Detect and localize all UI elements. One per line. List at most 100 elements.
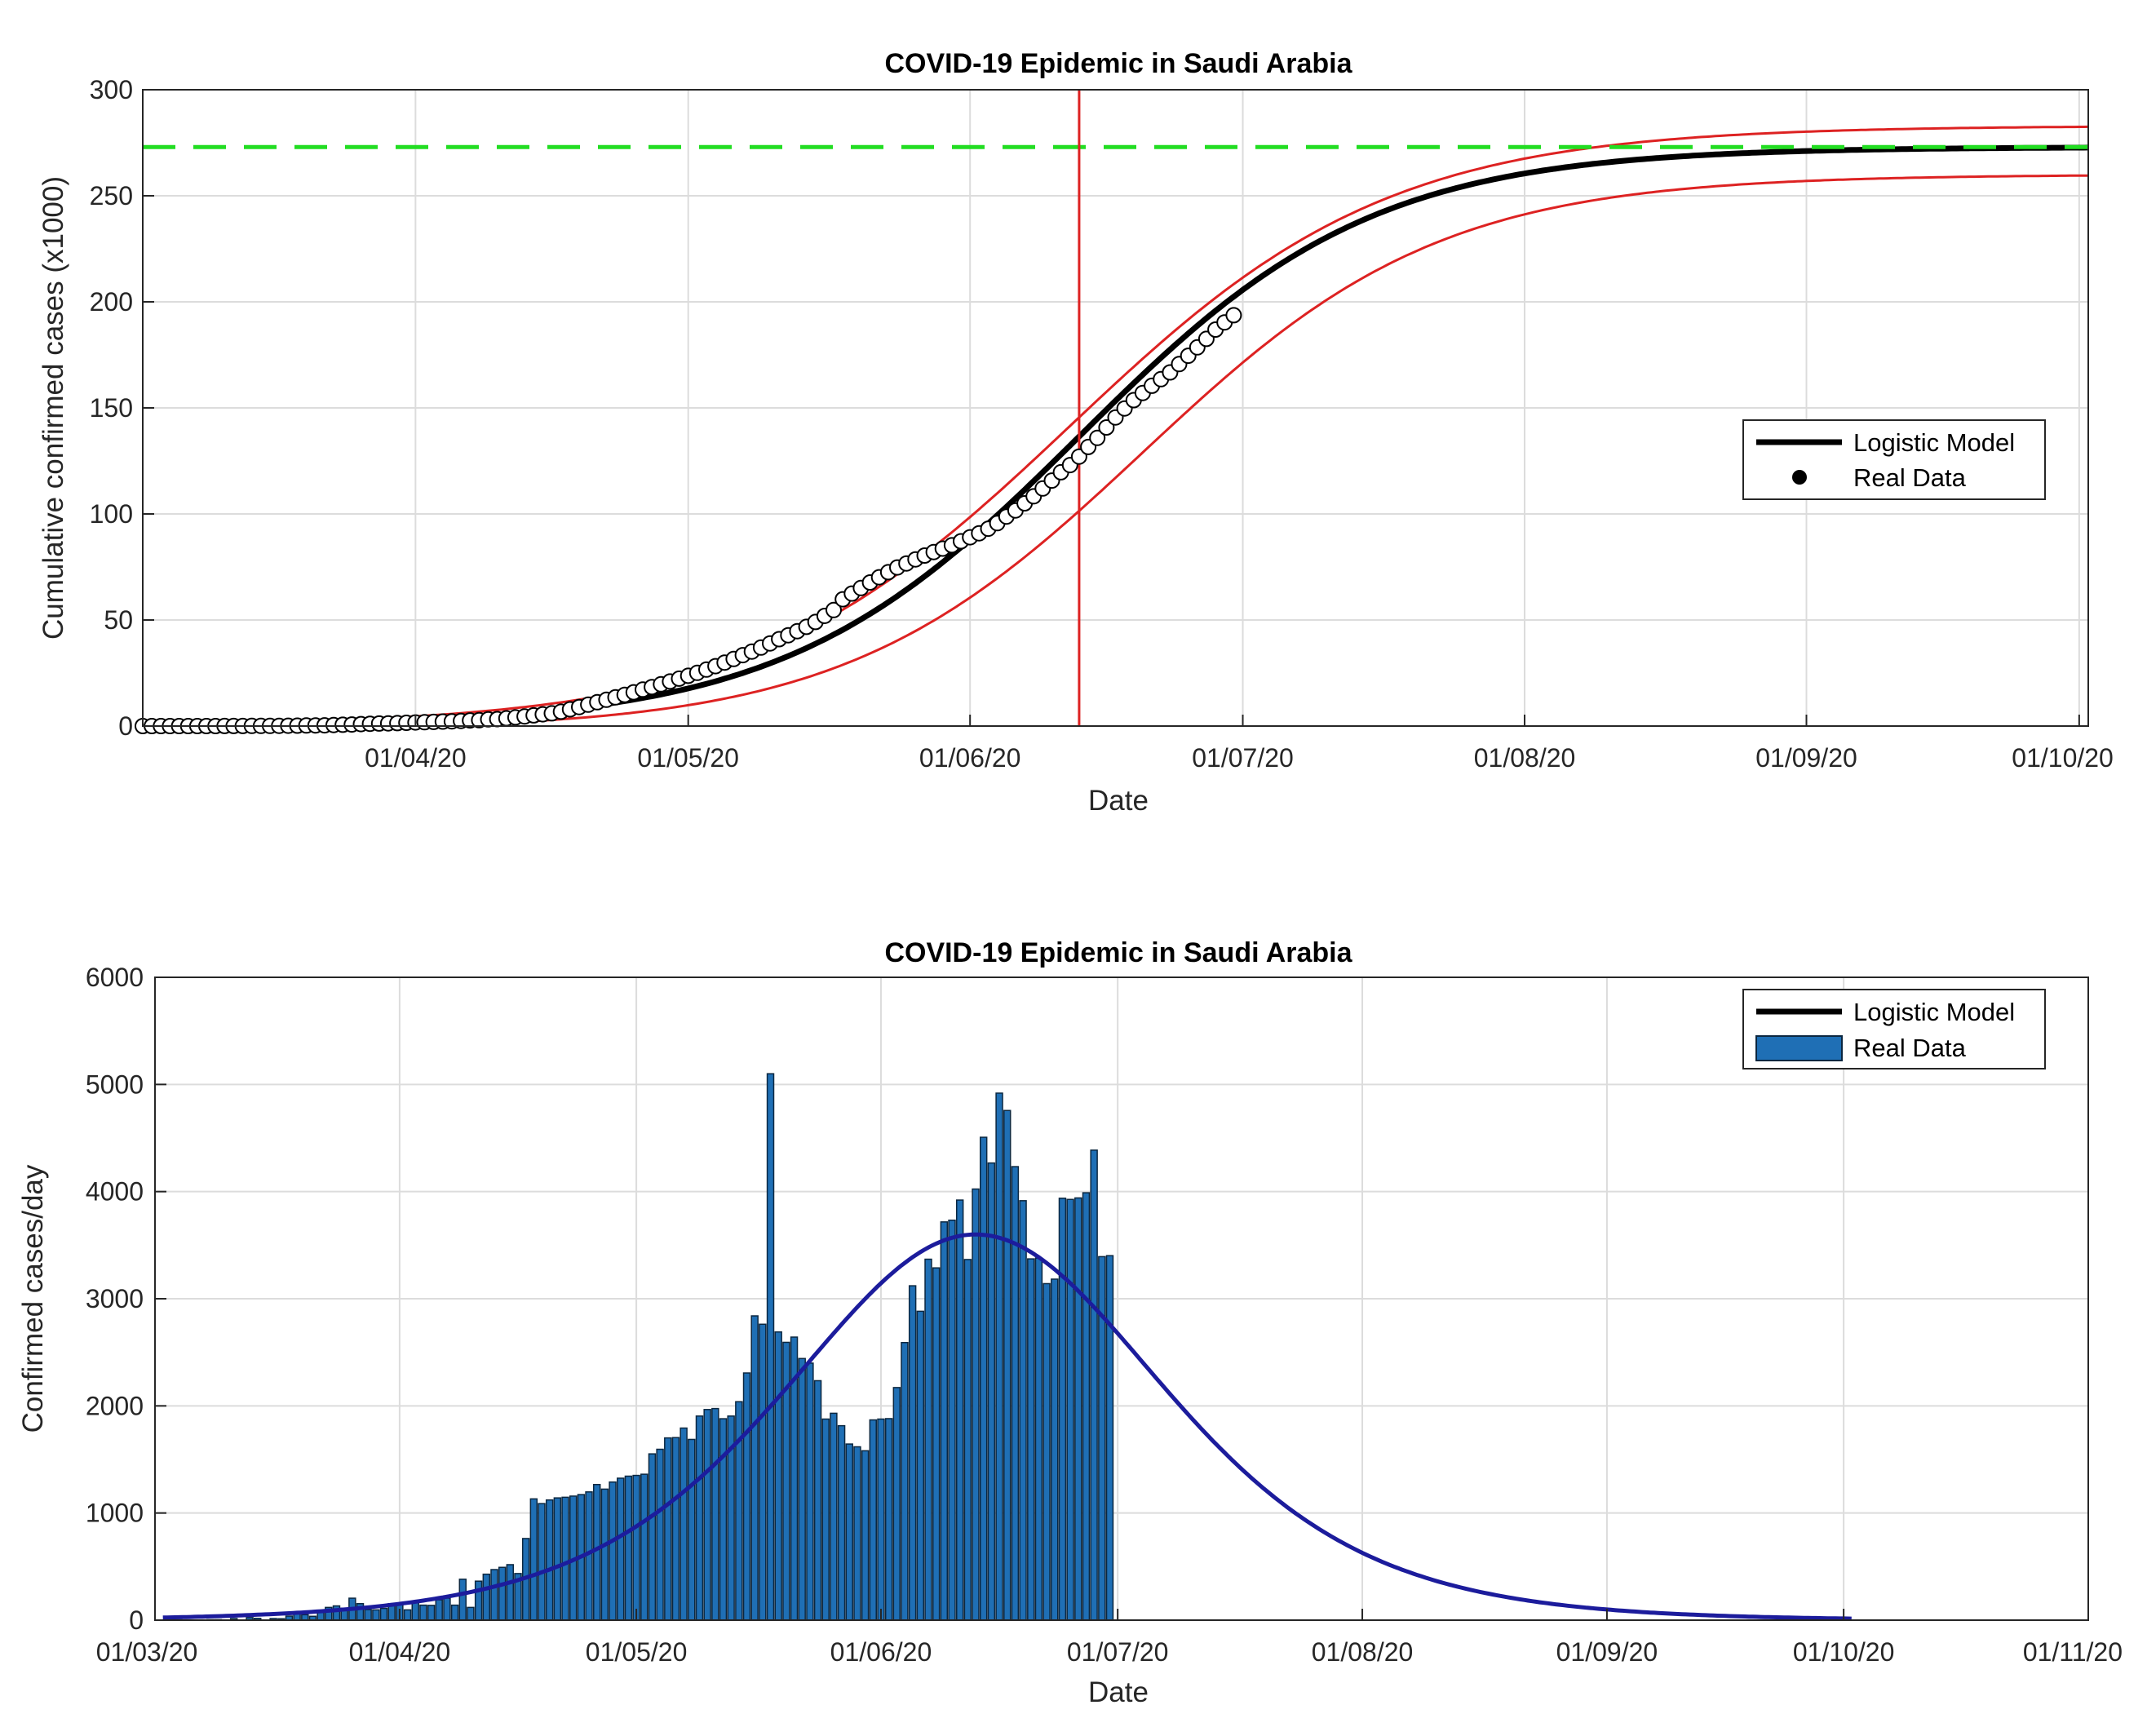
chart2-bar [940, 1221, 949, 1621]
chart1-y-tick-label: 100 [90, 499, 133, 529]
chart2-legend-model-label: Logistic Model [1853, 998, 2015, 1026]
chart2-bar [853, 1446, 861, 1621]
chart2-bar [656, 1448, 664, 1621]
chart1-real-data-point [1098, 419, 1115, 436]
chart2-bar [419, 1604, 427, 1621]
chart2-bar [467, 1606, 475, 1621]
chart2-bar [1027, 1258, 1035, 1621]
chart2-xlabel: Date [1088, 1676, 1149, 1708]
chart2-bar [609, 1481, 617, 1621]
chart2-bar [427, 1605, 436, 1621]
chart2-bar [529, 1498, 538, 1621]
chart2-y-tick-label: 1000 [86, 1499, 144, 1528]
chart2-bar [648, 1453, 657, 1621]
chart2-bar [671, 1437, 680, 1621]
chart2-bar [837, 1424, 846, 1621]
chart1-title: COVID-19 Epidemic in Saudi Arabia [884, 48, 1352, 79]
chart2-bar [680, 1427, 688, 1621]
chart2-bar [474, 1580, 483, 1621]
chart2-bar [364, 1609, 372, 1621]
chart2-bar [877, 1418, 885, 1621]
chart2-bar [301, 1614, 309, 1621]
chart2-x-tick-label: 01/06/20 [830, 1637, 932, 1667]
chart2-bar [617, 1477, 625, 1621]
chart2-bar [435, 1599, 443, 1621]
chart2-legend-data-label: Real Data [1853, 1034, 1967, 1062]
chart2-bar [443, 1597, 451, 1621]
chart2-title: COVID-19 Epidemic in Saudi Arabia [884, 937, 1352, 968]
chart2-bar [869, 1419, 877, 1621]
chart2-bar [916, 1310, 925, 1621]
chart2-bar [640, 1473, 649, 1621]
chart2-bar [1082, 1192, 1091, 1621]
chart2-bar [703, 1409, 711, 1621]
chart1-upper-bound-line [142, 125, 2089, 726]
chart2-bar [624, 1475, 633, 1621]
chart2-x-tick-label: 01/09/20 [1556, 1637, 1658, 1667]
chart2-bar [1058, 1198, 1067, 1621]
chart2-bar [317, 1611, 325, 1621]
chart1-legend-model-label: Logistic Model [1853, 428, 2015, 457]
chart1-x-tick-label: 01/09/20 [1755, 743, 1857, 773]
chart1-y-tick-label: 50 [104, 605, 133, 635]
chart2-bar [798, 1357, 806, 1621]
chart2-bar [963, 1259, 972, 1621]
chart2-x-tick-label: 01/08/20 [1312, 1637, 1414, 1667]
chart2-bar [884, 1418, 893, 1621]
chart2-bar [955, 1199, 964, 1621]
chart2-bar [892, 1387, 901, 1621]
chart2-x-tick-label: 01/11/20 [2023, 1637, 2123, 1667]
chart2-bar [750, 1315, 759, 1621]
chart2-bar [980, 1136, 988, 1621]
chart1-grid [143, 89, 2088, 727]
chart2-y-tick-label: 2000 [86, 1391, 144, 1420]
chart2-bar [711, 1407, 719, 1621]
chart1-real-data-point [1089, 429, 1106, 446]
chart2-ticks: 0 1000 2000 3000 4000 5000 6000 01/03/20 01/04/2… [86, 963, 2123, 1667]
chart1-y-tick-label: 0 [118, 711, 133, 741]
chart2-bar [538, 1503, 546, 1621]
chart2-bar [482, 1573, 491, 1621]
chart2-bar [688, 1438, 696, 1621]
chart2-bar [695, 1415, 704, 1621]
chart2-bar [948, 1219, 956, 1621]
chart1-y-tick-label: 200 [90, 287, 133, 317]
chart2-bar [813, 1380, 822, 1621]
chart2-bar [411, 1601, 419, 1621]
chart2-bar [490, 1569, 498, 1621]
chart2-bar [719, 1418, 728, 1621]
chart1-xlabel: Date [1088, 785, 1149, 817]
chart2-y-tick-label: 0 [129, 1605, 144, 1635]
chart1-x-tick-label: 01/06/20 [919, 743, 1021, 773]
chart1-real-data-point [826, 601, 842, 618]
chart2-bar [1003, 1109, 1012, 1621]
chart2-legend-box [1742, 989, 2046, 1070]
chart2-y-tick-label: 5000 [86, 1070, 144, 1099]
chart1-x-tick-label: 01/10/20 [2012, 743, 2114, 773]
chart1-x-tick-label: 01/08/20 [1474, 743, 1576, 773]
daily-chart: COVID-19 Epidemic in Saudi Arabia 0 1000 2… [17, 937, 2123, 1708]
chart2-x-tick-label: 01/10/20 [1793, 1637, 1895, 1667]
chart2-x-tick-label: 01/05/20 [586, 1637, 688, 1667]
chart2-bar [932, 1267, 941, 1621]
chart2-bar [774, 1331, 782, 1621]
chart2-bar [987, 1162, 996, 1621]
chart2-bar [1090, 1149, 1098, 1621]
cumulative-chart: COVID-19 Epidemic in Saudi Arabia 0 50 100… [38, 48, 2114, 817]
chart2-logistic-model-line [162, 1232, 1852, 1621]
chart2-bar [1011, 1166, 1020, 1621]
chart2-bar [403, 1609, 412, 1621]
chart2-bar [806, 1362, 814, 1621]
chart2-bar [1074, 1197, 1082, 1621]
chart2-y-tick-label: 6000 [86, 963, 144, 992]
chart1-x-tick-label: 01/04/20 [365, 743, 467, 773]
chart2-bar [924, 1258, 932, 1621]
chart1-real-data-point [1225, 307, 1242, 324]
chart2-x-tick-label: 01/04/20 [349, 1637, 451, 1667]
chart2-bar [553, 1497, 562, 1621]
chart1-y-tick-label: 150 [90, 393, 133, 423]
chart2-y-tick-label: 4000 [86, 1177, 144, 1207]
chart2-grid [154, 976, 2089, 1621]
chart1-legend: Logistic Model Real Data [1742, 419, 2046, 500]
